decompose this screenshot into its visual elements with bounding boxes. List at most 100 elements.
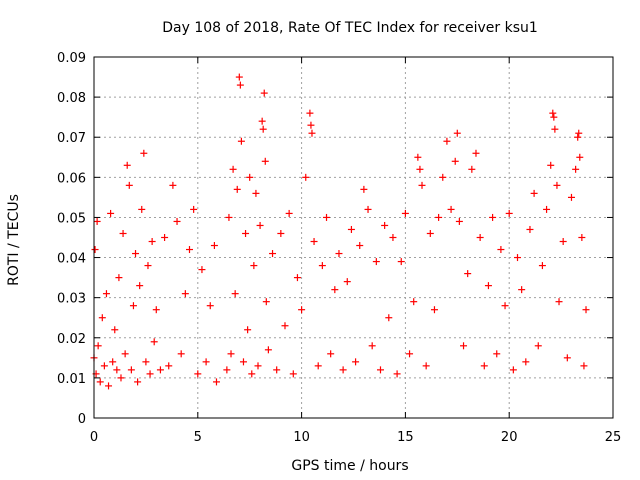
data-point xyxy=(372,258,380,266)
data-point xyxy=(308,129,316,137)
y-tick-label: 0.01 xyxy=(57,372,86,387)
data-point xyxy=(127,366,135,374)
data-point xyxy=(252,189,260,197)
x-tick-label: 10 xyxy=(293,430,310,445)
data-point xyxy=(455,217,463,225)
data-point xyxy=(501,302,509,310)
data-point xyxy=(248,370,256,378)
data-point xyxy=(289,370,297,378)
data-point xyxy=(484,282,492,290)
x-tick-label: 25 xyxy=(605,430,622,445)
data-point xyxy=(161,234,169,241)
data-point xyxy=(410,298,418,306)
data-point xyxy=(435,213,443,221)
data-point xyxy=(259,125,267,133)
data-point xyxy=(497,246,505,254)
data-point xyxy=(578,234,586,241)
data-point xyxy=(318,262,326,270)
data-point xyxy=(113,366,121,374)
data-point xyxy=(262,298,270,306)
data-point xyxy=(100,362,108,370)
data-point xyxy=(567,193,575,201)
plot-frame xyxy=(93,56,614,419)
data-point xyxy=(364,205,372,213)
data-point xyxy=(360,185,368,193)
data-point xyxy=(181,290,189,298)
data-point xyxy=(237,137,245,145)
data-point xyxy=(202,358,210,366)
data-point xyxy=(132,250,140,258)
data-point xyxy=(223,366,231,374)
data-point xyxy=(225,213,233,221)
data-point xyxy=(273,366,281,374)
data-point xyxy=(261,157,269,165)
data-point xyxy=(107,209,115,217)
data-point xyxy=(142,358,150,366)
data-point xyxy=(509,366,517,374)
data-point xyxy=(576,153,584,161)
data-point xyxy=(150,338,158,346)
data-point xyxy=(314,362,322,370)
data-point xyxy=(119,229,127,237)
data-point xyxy=(480,362,488,370)
data-points xyxy=(90,73,590,390)
data-point xyxy=(254,362,262,370)
data-point xyxy=(129,302,137,310)
data-point xyxy=(418,181,426,189)
data-point xyxy=(339,366,347,374)
data-point xyxy=(493,350,501,358)
data-point xyxy=(93,217,101,225)
data-point xyxy=(335,250,343,258)
y-tick-label: 0.07 xyxy=(57,131,86,146)
data-point xyxy=(453,129,461,137)
data-point xyxy=(115,274,123,282)
x-tick-label: 0 xyxy=(90,430,98,445)
data-point xyxy=(177,350,185,358)
data-point xyxy=(244,326,252,334)
data-point xyxy=(439,173,447,181)
data-point xyxy=(269,250,277,258)
data-point xyxy=(555,298,563,306)
data-point xyxy=(464,270,472,278)
data-point xyxy=(580,362,588,370)
data-point xyxy=(144,262,152,270)
data-point xyxy=(563,354,571,362)
data-point xyxy=(125,181,133,189)
data-point xyxy=(522,358,530,366)
data-point xyxy=(236,81,244,89)
data-point xyxy=(468,165,476,173)
data-point xyxy=(451,157,459,165)
data-point xyxy=(156,366,164,374)
data-point xyxy=(327,350,335,358)
data-point xyxy=(140,149,148,157)
data-point xyxy=(543,205,551,213)
data-point xyxy=(293,274,301,282)
data-point xyxy=(551,125,559,133)
data-point xyxy=(393,370,401,378)
data-point xyxy=(260,89,268,97)
data-point xyxy=(538,262,546,270)
data-point xyxy=(256,221,264,229)
data-point xyxy=(117,374,125,382)
data-point xyxy=(310,238,318,246)
data-point xyxy=(194,370,202,378)
data-point xyxy=(526,225,534,233)
data-point xyxy=(575,129,583,137)
data-point xyxy=(206,302,214,310)
grid-lines xyxy=(94,57,613,418)
data-point xyxy=(530,189,538,197)
x-axis-label: GPS time / hours xyxy=(291,458,408,474)
data-point xyxy=(414,153,422,161)
data-point xyxy=(352,358,360,366)
data-point xyxy=(109,358,117,366)
data-point xyxy=(460,342,468,350)
data-point xyxy=(401,209,409,217)
data-point xyxy=(553,181,561,189)
data-point xyxy=(347,225,355,233)
data-point xyxy=(376,366,384,374)
data-point xyxy=(302,173,310,181)
data-point xyxy=(549,109,557,117)
y-tick-label: 0.04 xyxy=(57,252,86,267)
data-point xyxy=(233,185,241,193)
